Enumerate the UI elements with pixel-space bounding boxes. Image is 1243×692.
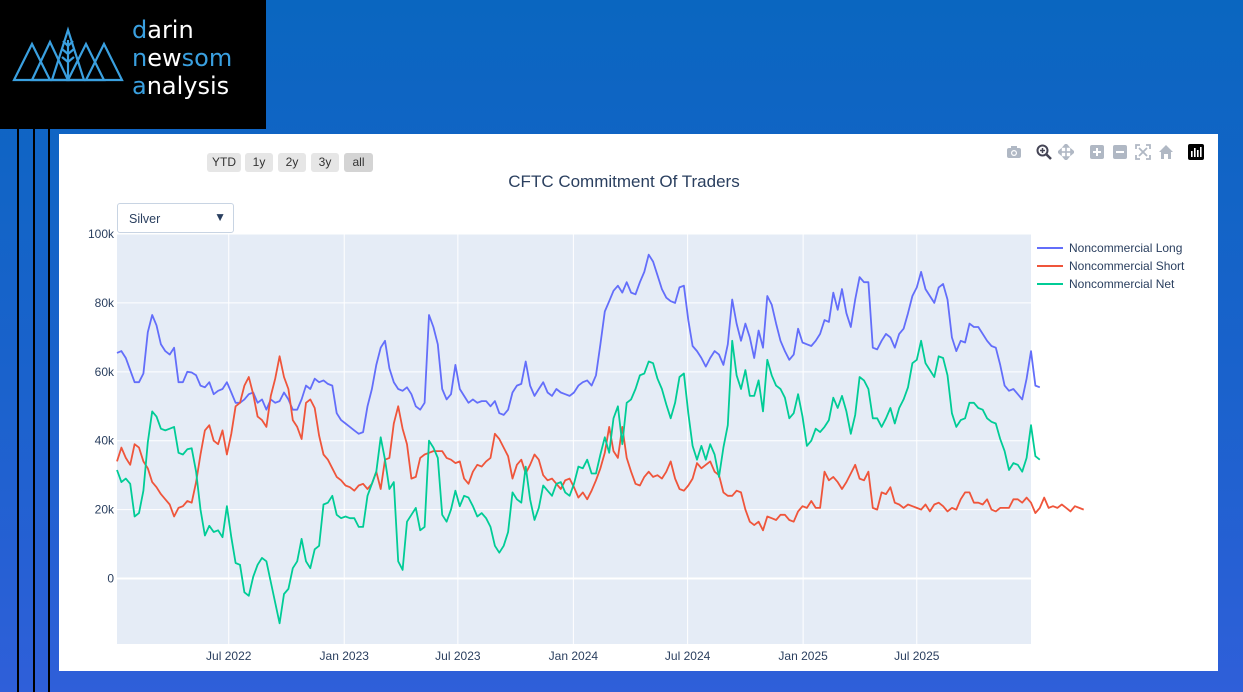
legend-item-label[interactable]: Noncommercial Short xyxy=(1069,259,1185,273)
decor-rail xyxy=(33,129,35,692)
chart-card: YTD 1y 2y 3y all CFTC Commitment Of Trad… xyxy=(59,134,1218,671)
plotly-logo-icon[interactable] xyxy=(1188,144,1204,160)
chart-title: CFTC Commitment Of Traders xyxy=(508,172,740,191)
series-line-noncommercial-short[interactable] xyxy=(116,355,1085,532)
decor-rail xyxy=(17,129,19,692)
zoom-icon[interactable] xyxy=(1036,144,1052,160)
dropdown-selected-value: Silver xyxy=(129,212,161,226)
y-tick-label: 20k xyxy=(95,503,115,517)
x-tick-label: Jan 2024 xyxy=(549,649,599,663)
autoscale-icon[interactable] xyxy=(1135,144,1151,160)
camera-icon[interactable] xyxy=(1006,144,1022,160)
legend-item-label[interactable]: Noncommercial Net xyxy=(1069,277,1175,291)
zoom-out-icon[interactable] xyxy=(1112,144,1128,160)
series-line-noncommercial-net[interactable] xyxy=(116,339,1041,625)
series-lines xyxy=(116,253,1085,625)
range-button-2y[interactable]: 2y xyxy=(278,153,306,172)
y-axis: 0 20k 40k 60k 80k 100k xyxy=(88,227,115,586)
range-button-3y[interactable]: 3y xyxy=(311,153,339,172)
x-tick-label: Jul 2023 xyxy=(435,649,481,663)
plot-area[interactable] xyxy=(117,234,1031,644)
brand-wordmark: darin newsom analysis xyxy=(132,16,232,100)
brand-line-1: darin xyxy=(132,16,194,44)
range-button-1y[interactable]: 1y xyxy=(245,153,273,172)
range-button-all[interactable]: all xyxy=(344,153,373,172)
brand-line-2: newsom xyxy=(132,44,233,72)
legend: Noncommercial Long Noncommercial Short Non… xyxy=(1037,241,1185,291)
pan-icon[interactable] xyxy=(1058,144,1074,160)
caret-down-icon: ▼ xyxy=(214,210,226,224)
y-tick-label: 100k xyxy=(88,227,115,241)
x-axis: Jul 2022 Jan 2023 Jul 2023 Jan 2024 Jul 2024… xyxy=(206,649,940,663)
zoom-in-icon[interactable] xyxy=(1089,144,1105,160)
decor-rail xyxy=(48,129,50,692)
mountain-logo-icon xyxy=(12,26,124,82)
legend-item-label[interactable]: Noncommercial Long xyxy=(1069,241,1182,255)
y-tick-label: 40k xyxy=(95,434,115,448)
x-tick-label: Jan 2023 xyxy=(320,649,370,663)
x-tick-label: Jan 2025 xyxy=(778,649,828,663)
logo-panel: darin newsom analysis xyxy=(0,0,266,129)
range-button-ytd[interactable]: YTD xyxy=(207,153,241,172)
home-icon[interactable] xyxy=(1158,144,1174,160)
x-tick-label: Jul 2022 xyxy=(206,649,252,663)
x-tick-label: Jul 2024 xyxy=(665,649,711,663)
brand-line-3: analysis xyxy=(132,72,230,100)
y-tick-label: 0 xyxy=(107,572,114,586)
x-tick-label: Jul 2025 xyxy=(894,649,940,663)
commodity-dropdown[interactable]: Silver ▼ xyxy=(117,203,234,233)
y-tick-label: 80k xyxy=(95,296,115,310)
y-tick-label: 60k xyxy=(95,365,115,379)
